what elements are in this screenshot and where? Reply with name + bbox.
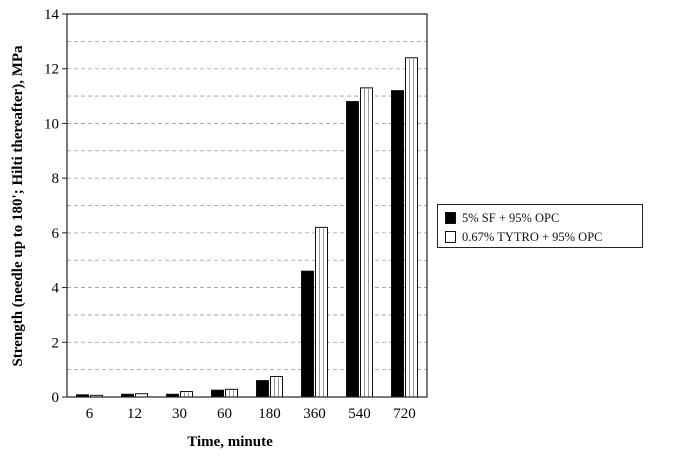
x-tick-label: 180 <box>258 406 281 422</box>
x-axis-ticks: 6 12 30 60 180 360 540 720 <box>86 406 416 422</box>
x-tick-label: 6 <box>86 406 94 422</box>
y-axis-title: Strength (needle up to 180'; Hilti there… <box>10 45 26 367</box>
legend-label-tytro: 0.67% TYTRO + 95% OPC <box>462 229 603 244</box>
grid-lines <box>67 40 427 371</box>
x-tick-label: 360 <box>303 406 326 422</box>
x-tick-label: 60 <box>217 406 232 422</box>
legend-swatch-tytro <box>445 231 456 243</box>
x-axis-title: Time, minute <box>187 434 273 450</box>
y-tick-label: 10 <box>44 116 59 132</box>
y-axis-ticks: 0 2 4 6 8 10 12 14 <box>44 7 67 406</box>
bar-series-1 <box>346 101 359 398</box>
bar-series-2 <box>225 388 238 398</box>
x-tick-label: 30 <box>172 406 187 422</box>
x-tick-label: 720 <box>393 406 416 422</box>
y-tick-label: 4 <box>52 281 60 297</box>
bar-series-1 <box>391 90 404 398</box>
bar-series-2 <box>405 57 418 398</box>
bar-series-1 <box>256 380 269 398</box>
bar-series-2 <box>360 87 373 398</box>
legend-swatch-sf <box>445 212 456 224</box>
y-tick-label: 12 <box>44 62 59 78</box>
legend-item-sf: 5% SF + 95% OPC <box>445 210 559 226</box>
bar-series-1 <box>301 270 314 398</box>
bar-series-2 <box>180 391 193 398</box>
legend: 5% SF + 95% OPC 0.67% TYTRO + 95% OPC <box>437 204 643 248</box>
bars <box>76 57 418 398</box>
legend-label-sf: 5% SF + 95% OPC <box>462 210 560 225</box>
y-tick-label: 6 <box>52 226 60 242</box>
plot-frame <box>66 13 428 398</box>
y-tick-label: 8 <box>52 171 60 187</box>
y-tick-label: 14 <box>44 7 60 23</box>
y-tick-label: 0 <box>52 390 60 406</box>
bar-series-2 <box>315 226 328 398</box>
x-tick-label: 12 <box>127 406 142 422</box>
bar-series-2 <box>270 375 283 398</box>
x-tick-label: 540 <box>348 406 371 422</box>
bar-series-1 <box>211 389 224 398</box>
legend-item-tytro: 0.67% TYTRO + 95% OPC <box>445 229 603 245</box>
y-tick-label: 2 <box>52 335 60 351</box>
